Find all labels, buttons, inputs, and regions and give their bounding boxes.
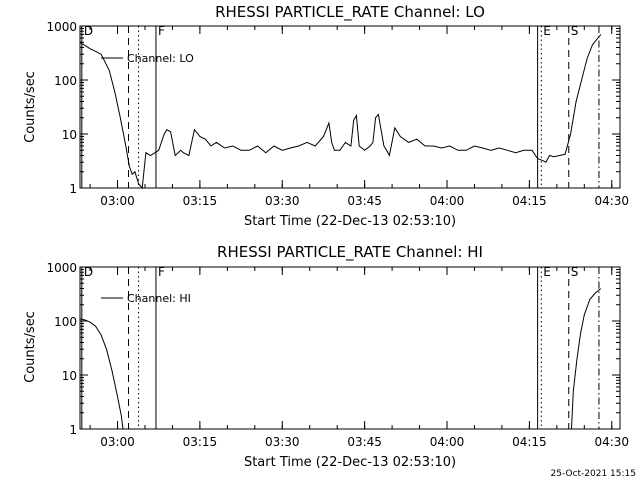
y-tick-label: 100 [54,315,77,329]
x-tick-label: 04:15 [512,435,547,449]
y-axis-label: Counts/sec [23,71,38,143]
x-tick-label: 03:15 [183,194,218,208]
x-tick-label: 04:00 [430,194,465,208]
x-tick-label: 04:30 [594,435,629,449]
x-axis-label: Start Time (22-Dec-13 02:53:10) [244,214,456,229]
legend-label: Channel: HI [127,292,191,305]
series-line [571,288,602,430]
x-tick-label: 03:00 [100,194,135,208]
y-axis-label: Counts/sec [23,311,38,383]
event-marker-label: E [543,24,551,38]
x-tick-label: 03:00 [100,435,135,449]
footer-timestamp: 25-Oct-2021 15:15 [551,469,636,479]
x-tick-label: 04:00 [430,435,465,449]
y-tick-label: 10 [62,369,77,383]
event-marker-label: D [84,265,93,279]
x-tick-label: 04:30 [594,194,629,208]
y-tick-label: 1 [69,182,77,196]
x-tick-label: 03:45 [347,194,382,208]
plot-frame [79,266,621,430]
event-marker-label: S [571,24,579,38]
x-tick-label: 03:30 [265,194,300,208]
y-tick-label: 1000 [46,20,77,34]
x-tick-label: 03:30 [265,435,300,449]
chart-panel-lo: RHESSI PARTICLE_RATE Channel: LO Start T… [23,3,629,229]
series-line [79,318,124,430]
series-line [79,34,602,190]
y-tick-label: 10 [62,128,77,142]
x-tick-label: 04:15 [512,194,547,208]
event-marker-label: F [158,24,165,38]
event-marker-label: S [571,265,579,279]
plot-frame [79,25,621,189]
legend-label: Channel: LO [127,52,194,65]
event-marker-label: F [158,265,165,279]
y-tick-label: 1 [69,423,77,437]
y-tick-label: 1000 [46,261,77,275]
event-marker-label: D [84,24,93,38]
x-axis-label: Start Time (22-Dec-13 02:53:10) [244,455,456,470]
x-tick-label: 03:45 [347,435,382,449]
chart-panel-hi: RHESSI PARTICLE_RATE Channel: HI Start T… [23,243,629,470]
x-tick-label: 03:15 [183,435,218,449]
y-tick-label: 100 [54,74,77,88]
chart-title: RHESSI PARTICLE_RATE Channel: HI [217,243,483,262]
event-marker-label: E [543,265,551,279]
chart-title: RHESSI PARTICLE_RATE Channel: LO [215,3,485,22]
